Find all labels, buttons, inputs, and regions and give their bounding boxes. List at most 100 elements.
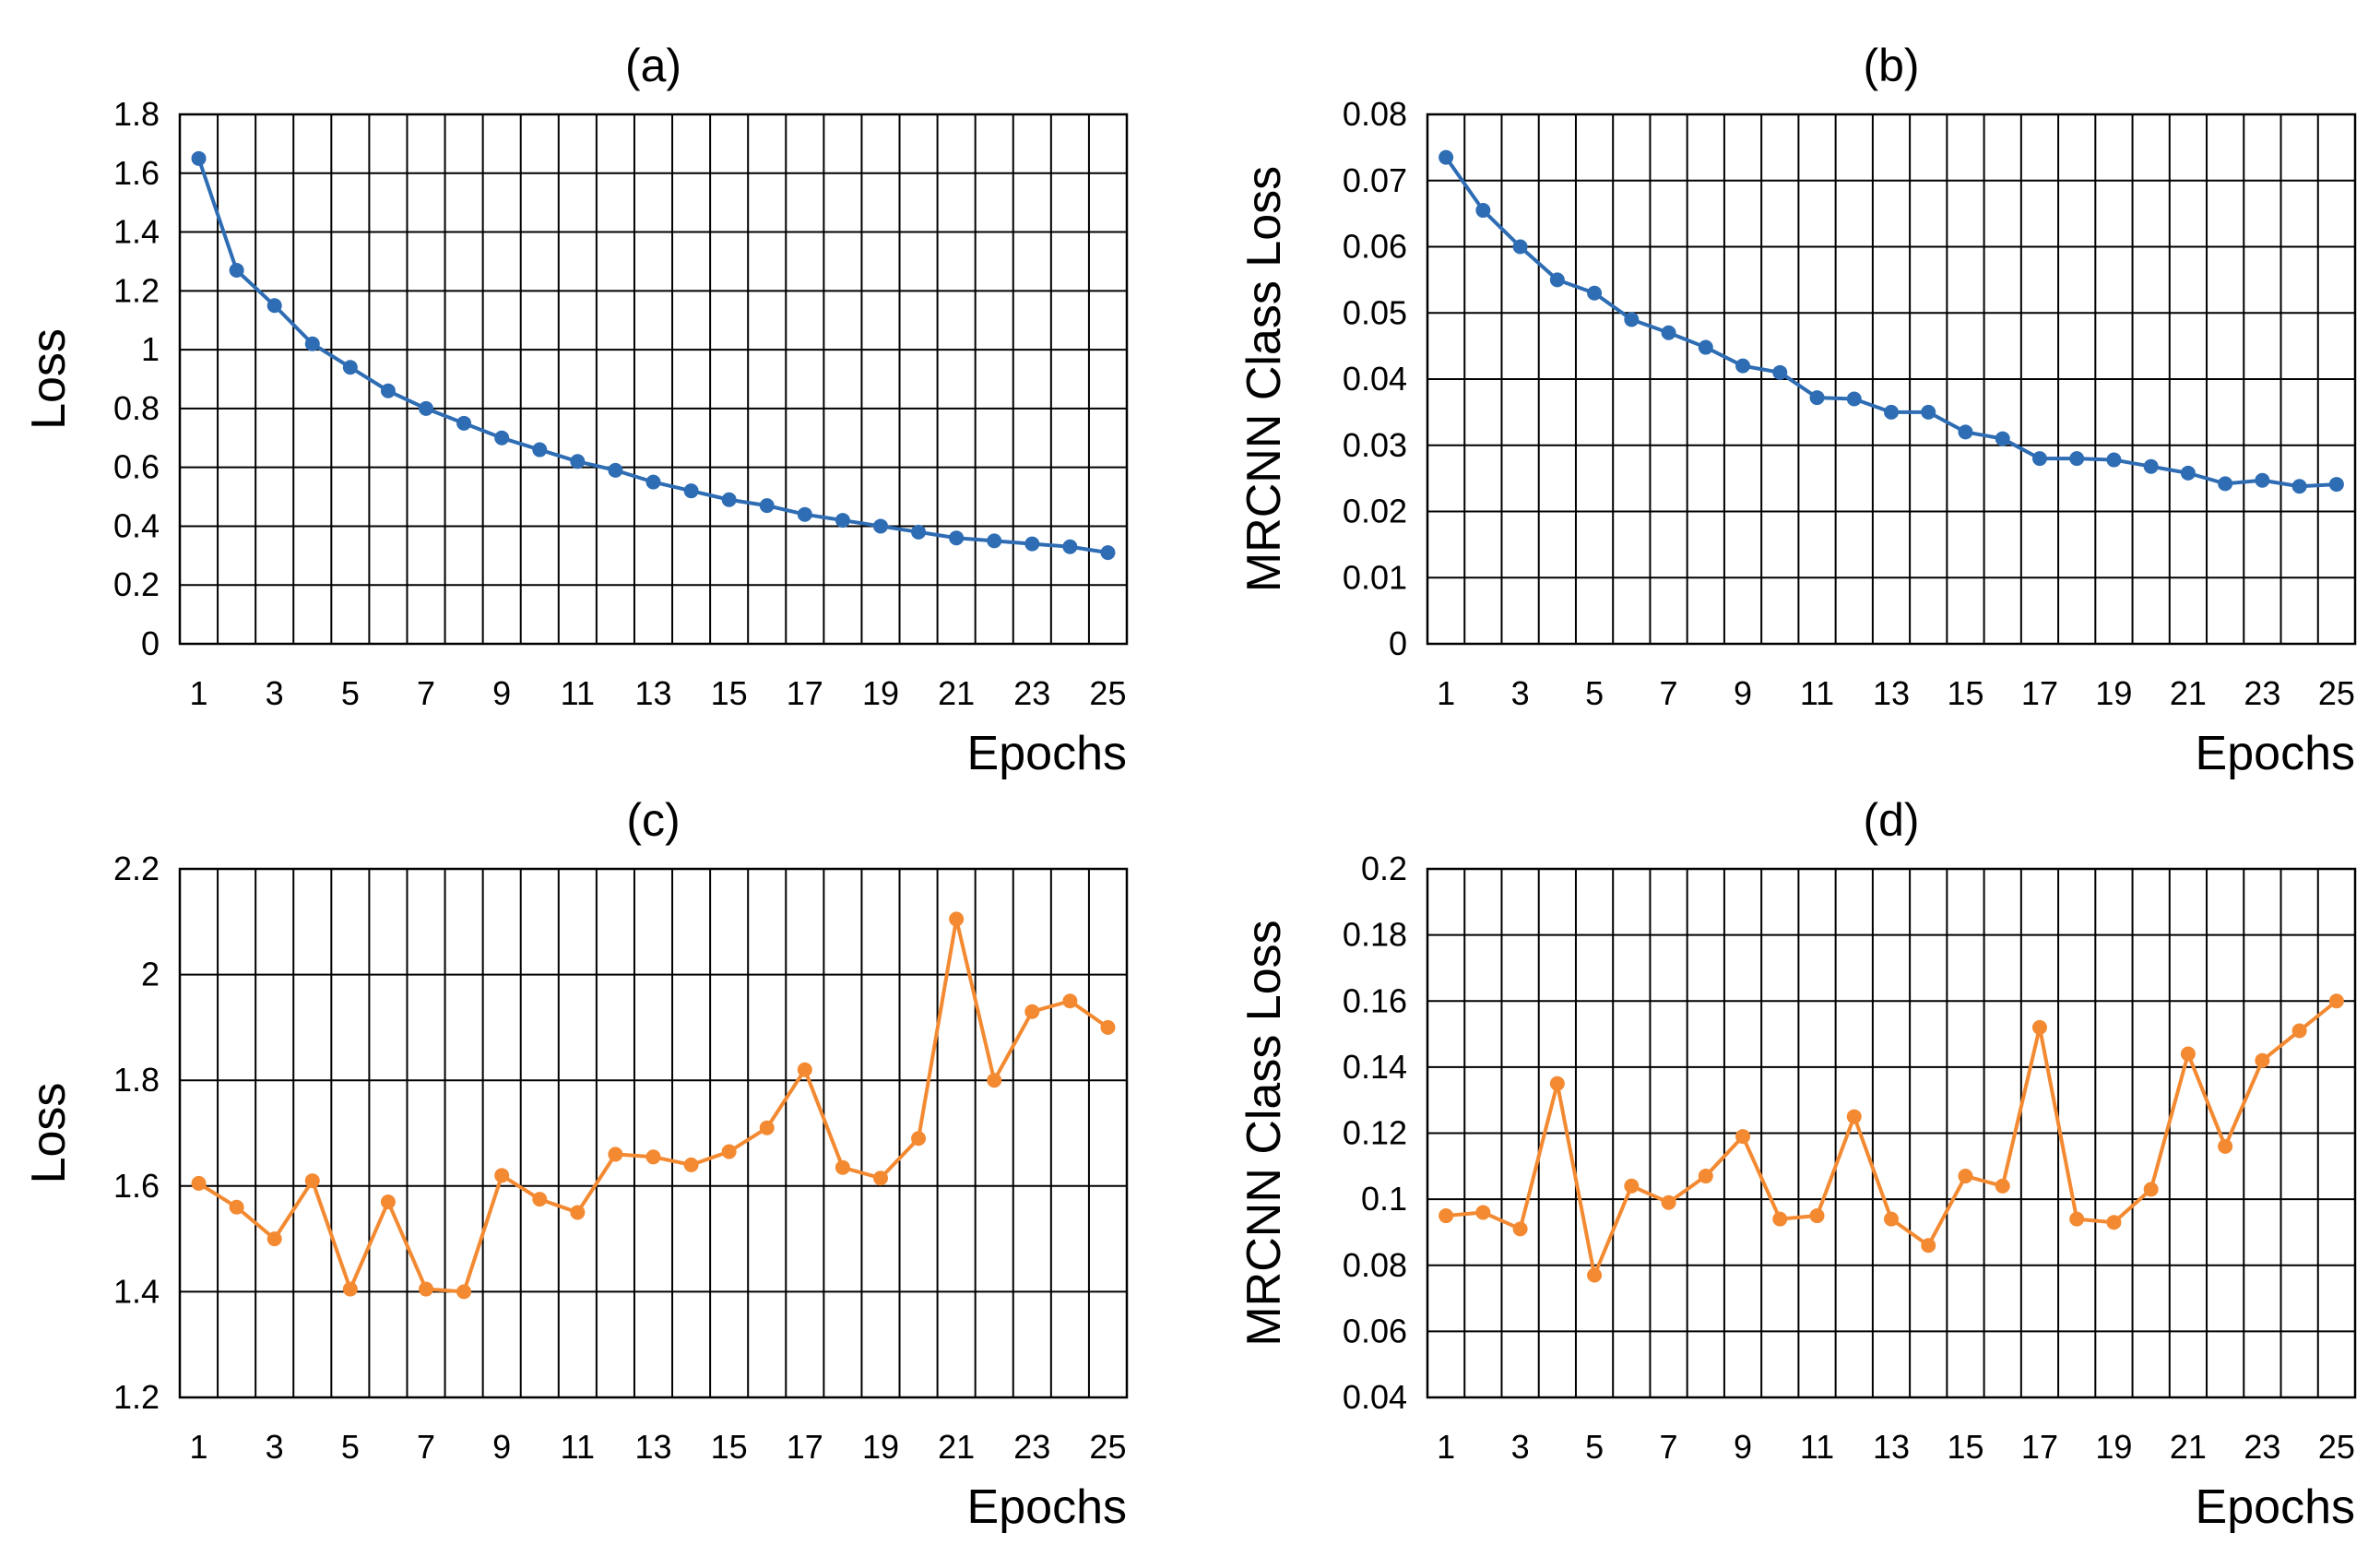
y-tick-label: 2 <box>141 956 160 993</box>
x-tick-label: 25 <box>2318 1428 2355 1466</box>
y-tick-label: 1.4 <box>113 213 160 251</box>
plot-area <box>1426 113 2357 646</box>
data-point <box>1661 325 1676 340</box>
data-point <box>191 150 207 166</box>
x-tick-label: 17 <box>2021 674 2058 712</box>
x-tick-label: 15 <box>1947 674 1983 712</box>
data-point <box>570 1205 586 1220</box>
y-tick-label: 0.8 <box>113 389 160 427</box>
data-point <box>835 513 850 529</box>
data-point <box>1549 272 1565 288</box>
data-point <box>304 336 320 351</box>
x-tick-label: 1 <box>190 674 208 712</box>
data-point <box>645 474 661 490</box>
data-point <box>2069 451 2085 467</box>
data-point <box>911 1131 927 1147</box>
data-point <box>1512 1221 1528 1237</box>
data-point <box>835 1159 850 1175</box>
y-tick-label: 0.2 <box>113 565 160 603</box>
x-tick-label: 3 <box>1511 674 1530 712</box>
chart-title: (a) <box>625 40 681 91</box>
data-point <box>2328 993 2344 1009</box>
y-tick-label: 1.6 <box>113 154 160 192</box>
data-point <box>191 1175 207 1191</box>
data-point <box>2291 1023 2307 1039</box>
y-tick-label: 0.4 <box>113 506 160 544</box>
data-point <box>532 1192 548 1207</box>
x-tick-label: 21 <box>2170 674 2207 712</box>
data-point <box>872 1171 888 1186</box>
data-point <box>266 1231 282 1247</box>
x-tick-label: 19 <box>862 674 899 712</box>
data-point <box>1439 149 1454 165</box>
y-tick-label: 0.12 <box>1343 1114 1407 1152</box>
data-point <box>872 518 888 534</box>
data-point <box>1062 993 1078 1009</box>
data-point <box>380 383 396 398</box>
data-point <box>494 1168 510 1183</box>
x-tick-label: 5 <box>341 1428 360 1466</box>
data-point <box>608 1147 623 1162</box>
x-tick-label: 1 <box>190 1428 208 1466</box>
y-tick-label: 1 <box>141 330 160 368</box>
data-point <box>797 1062 812 1077</box>
chart-panel-3: 0.040.060.080.10.120.140.160.180.21 3 5 7 9 1… <box>1237 794 2357 1534</box>
y-tick-label: 0.01 <box>1343 558 1407 596</box>
y-tick-label: 0.05 <box>1343 293 1407 331</box>
data-point <box>987 533 1002 549</box>
chart-title: (d) <box>1863 794 1919 846</box>
data-point <box>1846 391 1862 407</box>
data-point <box>342 360 358 375</box>
series-line <box>1445 999 2339 1278</box>
x-tick-label: 5 <box>1585 1428 1604 1466</box>
x-tick-label: 17 <box>787 674 823 712</box>
data-point <box>911 524 927 540</box>
data-point <box>759 498 775 514</box>
data-point <box>380 1194 396 1209</box>
data-point <box>797 506 812 522</box>
data-point <box>1475 1205 1491 1220</box>
y-tick-label: 2.2 <box>113 850 160 887</box>
data-point <box>2031 451 2047 467</box>
chart-title: (b) <box>1863 40 1919 91</box>
data-point <box>1921 1238 1936 1254</box>
data-point <box>1735 358 1751 374</box>
x-tick-label: 19 <box>2095 674 2132 712</box>
data-point <box>949 911 965 927</box>
y-tick-label: 0.07 <box>1343 161 1407 199</box>
data-point <box>683 483 699 499</box>
chart-panel-0: 00.20.40.60.811.21.41.61.81 3 5 7 9 11 13 15 17 1… <box>22 40 1129 780</box>
x-tick-label: 13 <box>1873 1428 1910 1466</box>
data-point <box>342 1281 358 1297</box>
data-point <box>683 1157 699 1172</box>
data-point <box>1772 1211 1788 1227</box>
y-tick-label: 0.08 <box>1343 95 1407 133</box>
data-point <box>2106 1215 2122 1230</box>
data-point <box>1958 424 1973 440</box>
data-point <box>229 263 244 279</box>
x-tick-label: 11 <box>561 1428 595 1466</box>
data-point <box>1062 539 1078 554</box>
data-point <box>1735 1129 1751 1145</box>
series-line <box>196 158 1108 555</box>
y-tick-label: 0.06 <box>1343 228 1407 266</box>
data-point <box>1024 1004 1040 1019</box>
x-tick-label: 15 <box>711 1428 748 1466</box>
y-tick-label: 0.06 <box>1343 1312 1407 1349</box>
data-point <box>419 400 434 416</box>
data-point <box>2218 476 2233 492</box>
data-point <box>456 415 472 431</box>
chart-panel-2: 1.21.41.61.822.21 3 5 7 9 11 13 15 17 19 21 23 25(c)… <box>22 794 1129 1534</box>
y-tick-label: 0.03 <box>1343 426 1407 464</box>
data-point <box>1512 239 1528 255</box>
data-point <box>1661 1194 1676 1210</box>
data-point <box>2328 477 2344 493</box>
data-point <box>1100 1019 1116 1035</box>
data-point <box>987 1073 1002 1088</box>
y-tick-label: 0.16 <box>1343 981 1407 1019</box>
x-tick-label: 13 <box>1873 674 1910 712</box>
data-point <box>645 1149 661 1165</box>
y-axis-title: MRCNN Class Loss <box>1237 166 1291 592</box>
y-axis-title: Loss <box>22 1083 76 1184</box>
